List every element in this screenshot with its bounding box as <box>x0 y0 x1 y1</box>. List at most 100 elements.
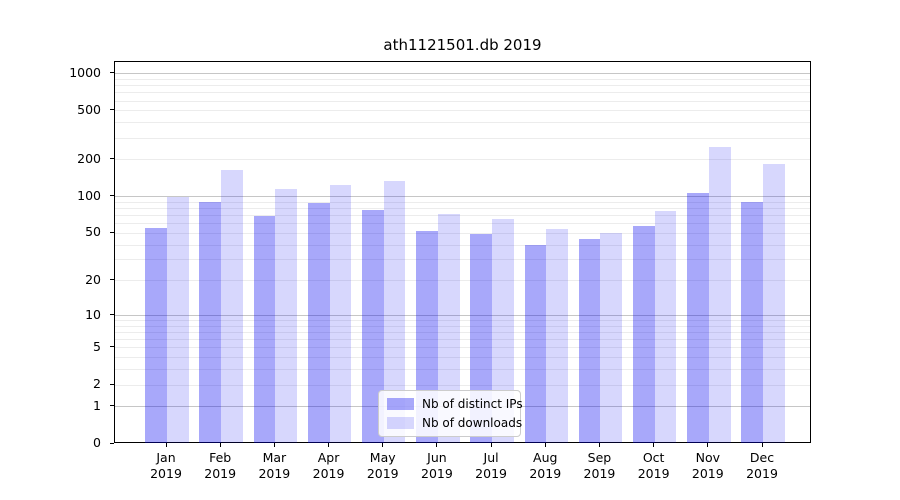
y-tick-label: 20 <box>85 271 101 287</box>
x-tick-label: Jun 2019 <box>421 450 453 481</box>
bar-downloads-jun <box>437 214 460 443</box>
bar-downloads-nov <box>708 146 731 443</box>
bar-distinct-ips-may <box>362 209 384 443</box>
plot-area <box>114 61 811 443</box>
y-tick-mark <box>110 72 114 74</box>
minor-gridline <box>115 100 810 102</box>
minor-gridline <box>115 122 810 124</box>
y-tick-mark <box>110 346 114 348</box>
bar-downloads-feb <box>221 170 243 443</box>
x-tick-label: Feb 2019 <box>204 450 237 481</box>
minor-gridline <box>115 384 810 386</box>
y-tick-label: 0 <box>93 435 101 450</box>
legend-item-distinct-ips: Nb of distinct IPs <box>387 397 523 411</box>
x-tick-label: May 2019 <box>366 450 399 481</box>
legend-label: Nb of distinct IPs <box>422 397 523 411</box>
minor-gridline <box>115 208 810 210</box>
minor-gridline <box>115 215 810 217</box>
bar-distinct-ips-dec <box>741 201 763 443</box>
minor-gridline <box>115 159 810 161</box>
y-tick-mark <box>110 405 114 407</box>
minor-gridline <box>115 369 810 371</box>
x-tick-mark <box>544 443 546 447</box>
major-gridline <box>115 73 810 75</box>
bar-downloads-aug <box>546 229 568 443</box>
bar-downloads-mar <box>275 189 298 443</box>
distinct-ips-swatch-icon <box>387 398 414 410</box>
bar-downloads-jul <box>492 218 514 443</box>
minor-gridline <box>115 339 810 341</box>
minor-gridline <box>115 78 810 80</box>
legend-item-downloads: Nb of downloads <box>387 416 522 430</box>
bar-downloads-sep <box>600 233 623 443</box>
minor-gridline <box>115 110 810 112</box>
minor-gridline <box>115 320 810 322</box>
minor-gridline <box>115 232 810 234</box>
y-tick-mark <box>110 195 114 197</box>
x-tick-label: Nov 2019 <box>691 450 724 481</box>
x-tick-label: Oct 2019 <box>637 450 670 481</box>
bar-distinct-ips-feb <box>199 201 222 443</box>
minor-gridline <box>115 325 810 327</box>
x-tick-mark <box>761 443 763 447</box>
x-tick-mark <box>382 443 384 447</box>
bar-distinct-ips-mar <box>253 216 276 443</box>
bar-downloads-apr <box>329 184 352 443</box>
x-tick-mark <box>490 443 492 447</box>
bar-distinct-ips-oct <box>632 225 655 443</box>
minor-gridline <box>115 223 810 225</box>
x-tick-label: Apr 2019 <box>312 450 345 481</box>
minor-gridline <box>115 85 810 87</box>
bar-distinct-ips-apr <box>307 203 330 443</box>
x-tick-mark <box>219 443 221 447</box>
chart-title: ath1121501.db 2019 <box>383 36 542 54</box>
y-tick-mark <box>110 279 114 281</box>
minor-gridline <box>115 357 810 359</box>
y-tick-mark <box>110 383 114 385</box>
x-tick-mark <box>653 443 655 447</box>
y-tick-label: 1 <box>93 397 101 413</box>
bar-downloads-may <box>383 180 406 443</box>
y-tick-label: 50 <box>85 224 101 240</box>
bar-distinct-ips-jan <box>145 228 167 443</box>
x-tick-mark <box>328 443 330 447</box>
minor-gridline <box>115 92 810 94</box>
downloads-swatch-icon <box>387 417 414 429</box>
y-tick-mark <box>110 231 114 233</box>
y-tick-mark <box>110 109 114 111</box>
bar-distinct-ips-aug <box>524 245 547 443</box>
major-gridline <box>115 196 810 198</box>
legend: Nb of distinct IPs Nb of downloads <box>378 390 523 437</box>
x-tick-mark <box>436 443 438 447</box>
y-tick-label: 1000 <box>69 64 101 80</box>
y-tick-mark <box>110 314 114 315</box>
bar-downloads-oct <box>654 211 677 443</box>
y-tick-mark <box>110 442 114 444</box>
minor-gridline <box>115 280 810 282</box>
minor-gridline <box>115 137 810 139</box>
y-tick-label: 100 <box>77 187 101 203</box>
legend-label: Nb of downloads <box>422 416 523 430</box>
x-tick-mark <box>707 443 709 447</box>
minor-gridline <box>115 347 810 349</box>
y-tick-mark <box>110 158 114 160</box>
minor-gridline <box>115 332 810 334</box>
x-tick-mark <box>165 443 167 447</box>
bar-downloads-dec <box>763 163 785 443</box>
y-tick-label: 500 <box>77 101 101 117</box>
major-gridline <box>115 315 810 316</box>
bar-distinct-ips-nov <box>687 192 709 443</box>
minor-gridline <box>115 244 810 246</box>
x-tick-mark <box>598 443 600 447</box>
x-tick-label: Jul 2019 <box>475 450 507 481</box>
x-tick-mark <box>273 443 275 447</box>
bar-distinct-ips-sep <box>578 238 601 443</box>
y-tick-label: 200 <box>77 150 101 166</box>
minor-gridline <box>115 201 810 203</box>
x-tick-label: Aug 2019 <box>529 450 562 481</box>
x-tick-label: Jan 2019 <box>150 450 182 481</box>
minor-gridline <box>115 259 810 261</box>
x-tick-label: Mar 2019 <box>258 450 291 481</box>
bar-downloads-jan <box>167 196 189 443</box>
